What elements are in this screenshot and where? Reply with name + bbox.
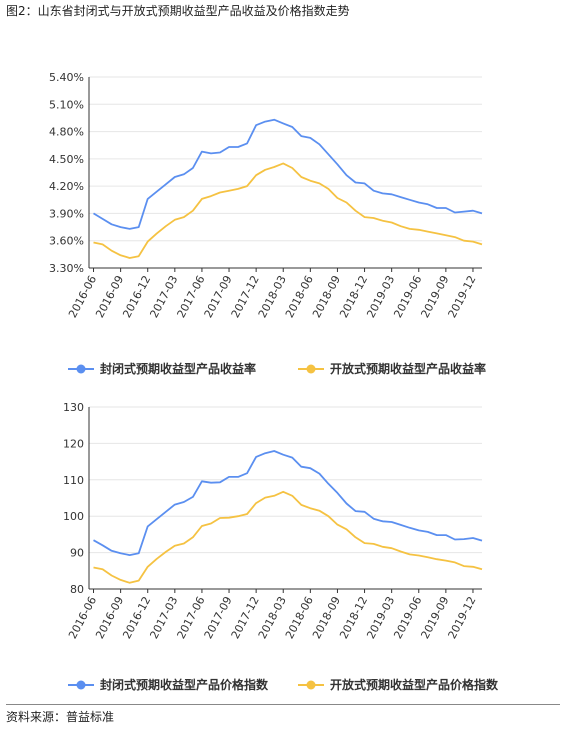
y-tick-label: 3.90% <box>49 207 84 220</box>
footer-divider <box>6 704 560 705</box>
yield-rate-chart: 3.30% 3.60% 3.90% 4.20% 4.50% 4.80% 5.10% 5.40%… <box>49 71 486 376</box>
series-line-1 <box>93 450 483 557</box>
legend-swatch-marker <box>306 680 316 690</box>
legend-label: 封闭式预期收益型产品收益率 <box>100 361 256 376</box>
y-tick-label: 110 <box>63 474 84 487</box>
legend-swatch-marker <box>306 364 316 374</box>
y-tick-label: 5.40% <box>49 71 84 84</box>
legend-label: 开放式预期收益型产品收益率 <box>330 361 486 376</box>
price-index-chart: 80901001101201302016-062016-092016-12201… <box>63 401 499 692</box>
y-tick-label: 4.50% <box>49 153 84 166</box>
legend-label: 开放式预期收益型产品价格指数 <box>330 677 499 692</box>
y-tick-label: 3.60% <box>49 235 84 248</box>
source-note: 资料来源：普益标准 <box>6 710 115 724</box>
legend-swatch-marker <box>76 364 86 374</box>
series-line-1 <box>93 118 483 230</box>
series-line-2 <box>93 162 483 259</box>
y-tick-label: 4.80% <box>49 126 84 139</box>
y-tick-label: 100 <box>63 510 84 523</box>
y-tick-label: 130 <box>63 401 84 414</box>
figure-title: 图2：山东省封闭式与开放式预期收益型产品收益及价格指数走势 <box>6 4 350 18</box>
y-tick-label: 5.10% <box>49 98 84 111</box>
y-tick-label: 90 <box>70 547 84 560</box>
legend-label: 封闭式预期收益型产品价格指数 <box>100 677 269 692</box>
y-tick-label: 80 <box>70 583 84 596</box>
series-line-2 <box>93 490 483 584</box>
legend-swatch-marker <box>76 680 86 690</box>
y-tick-label: 3.30% <box>49 262 84 275</box>
y-tick-label: 120 <box>63 437 84 450</box>
y-tick-label: 4.20% <box>49 180 84 193</box>
